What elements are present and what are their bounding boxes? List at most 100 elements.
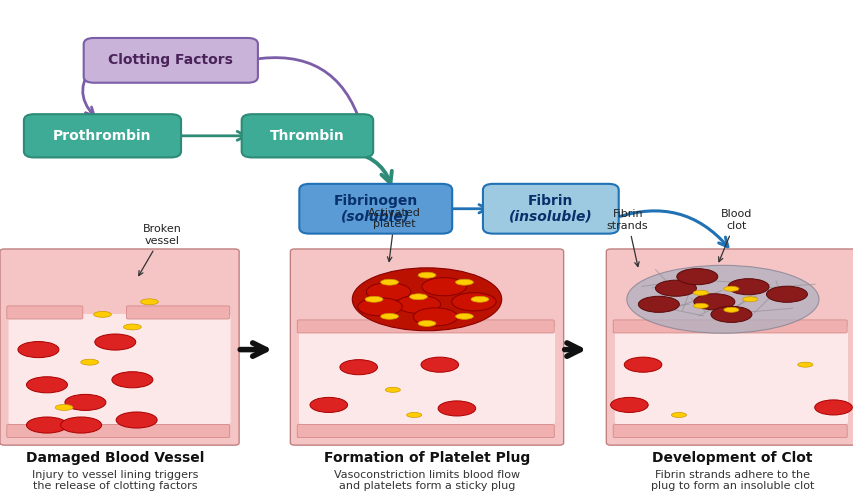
Text: (insoluble): (insoluble) <box>508 210 592 224</box>
FancyArrow shape <box>425 274 428 277</box>
Ellipse shape <box>418 320 435 326</box>
FancyArrow shape <box>462 315 466 318</box>
FancyArrow shape <box>729 288 733 289</box>
FancyArrow shape <box>729 309 732 311</box>
Text: Clotting Factors: Clotting Factors <box>108 53 233 67</box>
FancyBboxPatch shape <box>612 320 846 333</box>
FancyArrow shape <box>62 406 66 409</box>
FancyArrow shape <box>411 414 415 415</box>
Ellipse shape <box>385 387 400 392</box>
Ellipse shape <box>471 296 488 302</box>
FancyArrow shape <box>748 298 751 300</box>
Ellipse shape <box>449 407 464 410</box>
FancyArrow shape <box>461 281 465 283</box>
FancyArrow shape <box>146 301 150 303</box>
Ellipse shape <box>465 300 482 304</box>
Ellipse shape <box>455 313 473 319</box>
FancyArrow shape <box>802 364 805 365</box>
Ellipse shape <box>95 334 136 350</box>
Ellipse shape <box>825 406 840 409</box>
FancyArrow shape <box>425 274 428 276</box>
Ellipse shape <box>670 412 686 417</box>
FancyArrow shape <box>676 413 680 415</box>
FancyArrow shape <box>416 295 420 298</box>
FancyArrow shape <box>748 298 751 300</box>
Ellipse shape <box>638 296 679 312</box>
Ellipse shape <box>740 285 756 288</box>
FancyArrow shape <box>462 281 466 283</box>
Ellipse shape <box>366 283 410 301</box>
FancyArrow shape <box>391 388 394 390</box>
Ellipse shape <box>667 287 683 290</box>
FancyArrow shape <box>478 298 481 300</box>
FancyArrow shape <box>372 298 375 301</box>
Text: Fibrin: Fibrin <box>527 194 573 208</box>
Ellipse shape <box>650 303 666 306</box>
FancyArrow shape <box>391 388 394 390</box>
Ellipse shape <box>435 285 452 289</box>
FancyArrow shape <box>749 299 752 300</box>
FancyArrow shape <box>131 326 134 328</box>
Ellipse shape <box>26 417 67 433</box>
FancyArrow shape <box>425 322 428 324</box>
FancyArrow shape <box>803 364 806 366</box>
FancyArrow shape <box>461 315 465 317</box>
Text: Fibrin
strands: Fibrin strands <box>606 209 647 267</box>
Ellipse shape <box>438 401 475 416</box>
Ellipse shape <box>73 424 90 427</box>
FancyBboxPatch shape <box>606 249 853 445</box>
Ellipse shape <box>81 359 98 365</box>
FancyArrow shape <box>387 315 391 318</box>
FancyArrow shape <box>676 414 680 416</box>
Text: Vasoconstriction limits blood flow
and platelets form a sticky plug: Vasoconstriction limits blood flow and p… <box>334 470 519 491</box>
Ellipse shape <box>728 279 769 295</box>
FancyArrow shape <box>425 322 428 325</box>
Ellipse shape <box>310 397 347 412</box>
FancyArrow shape <box>88 361 91 364</box>
FancyArrow shape <box>388 315 392 317</box>
FancyArrow shape <box>372 298 375 300</box>
FancyArrow shape <box>462 281 466 283</box>
FancyArrow shape <box>413 414 416 415</box>
FancyArrow shape <box>476 298 480 300</box>
FancyArrow shape <box>478 298 481 301</box>
Ellipse shape <box>688 275 705 278</box>
FancyArrow shape <box>131 326 136 328</box>
Ellipse shape <box>112 372 153 388</box>
FancyArrow shape <box>676 413 680 415</box>
FancyArrow shape <box>88 361 91 364</box>
FancyArrow shape <box>102 313 106 315</box>
FancyArrow shape <box>676 414 679 415</box>
FancyArrow shape <box>463 315 467 317</box>
FancyArrow shape <box>803 363 806 365</box>
Ellipse shape <box>723 286 738 291</box>
FancyArrow shape <box>62 406 66 408</box>
FancyArrow shape <box>101 313 104 315</box>
FancyArrow shape <box>698 292 701 293</box>
Ellipse shape <box>55 404 73 410</box>
Ellipse shape <box>610 397 647 412</box>
FancyArrow shape <box>729 309 733 310</box>
FancyArrow shape <box>390 389 393 390</box>
FancyArrow shape <box>698 305 701 306</box>
FancyArrow shape <box>803 364 806 366</box>
FancyBboxPatch shape <box>7 425 229 438</box>
Ellipse shape <box>124 378 141 381</box>
FancyArrow shape <box>699 291 701 294</box>
Ellipse shape <box>339 360 377 375</box>
FancyArrow shape <box>370 298 374 300</box>
Ellipse shape <box>38 383 55 386</box>
FancyBboxPatch shape <box>299 184 452 234</box>
Ellipse shape <box>116 412 157 428</box>
Ellipse shape <box>421 357 458 372</box>
FancyArrow shape <box>391 389 394 391</box>
Ellipse shape <box>426 315 444 319</box>
Text: Fibrinogen: Fibrinogen <box>334 194 417 208</box>
Text: Formation of Platelet Plug: Formation of Platelet Plug <box>323 451 530 465</box>
FancyArrow shape <box>699 304 701 306</box>
FancyBboxPatch shape <box>7 306 83 319</box>
FancyArrow shape <box>425 274 428 277</box>
FancyArrow shape <box>677 414 681 415</box>
FancyArrow shape <box>101 313 104 316</box>
FancyArrow shape <box>99 313 103 315</box>
